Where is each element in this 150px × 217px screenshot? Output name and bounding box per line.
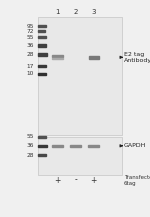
Bar — [38, 36, 46, 38]
Text: 28: 28 — [27, 52, 34, 57]
Text: -: - — [74, 176, 77, 185]
Bar — [70, 145, 81, 147]
Text: 10: 10 — [27, 71, 34, 76]
Bar — [52, 145, 63, 147]
Text: 95: 95 — [27, 23, 34, 29]
Bar — [52, 58, 63, 59]
Text: E2 tag
Antibody: E2 tag Antibody — [124, 52, 150, 63]
Text: GAPDH: GAPDH — [124, 143, 146, 148]
Text: 36: 36 — [27, 43, 34, 48]
Bar — [38, 65, 46, 67]
Text: 3: 3 — [92, 9, 96, 15]
Bar — [38, 25, 46, 27]
Bar — [52, 55, 63, 57]
Text: 28: 28 — [27, 153, 34, 158]
Bar — [38, 30, 45, 32]
Text: 1: 1 — [56, 9, 60, 15]
Text: 36: 36 — [27, 143, 34, 148]
Bar — [38, 136, 46, 138]
Text: 55: 55 — [27, 134, 34, 139]
Text: +: + — [91, 176, 97, 185]
Bar — [38, 145, 46, 147]
Text: 72: 72 — [27, 29, 34, 34]
Text: +: + — [55, 176, 61, 185]
Text: Transfected with
6tag: Transfected with 6tag — [124, 174, 150, 186]
Bar — [38, 53, 46, 56]
Text: 17: 17 — [27, 64, 34, 69]
Bar — [38, 137, 122, 175]
Bar — [88, 145, 99, 147]
Bar — [38, 44, 46, 47]
Text: 55: 55 — [27, 35, 34, 40]
Text: 2: 2 — [74, 9, 78, 15]
Bar — [38, 17, 122, 135]
Bar — [38, 73, 46, 75]
Bar — [38, 154, 46, 156]
Bar — [88, 56, 99, 59]
